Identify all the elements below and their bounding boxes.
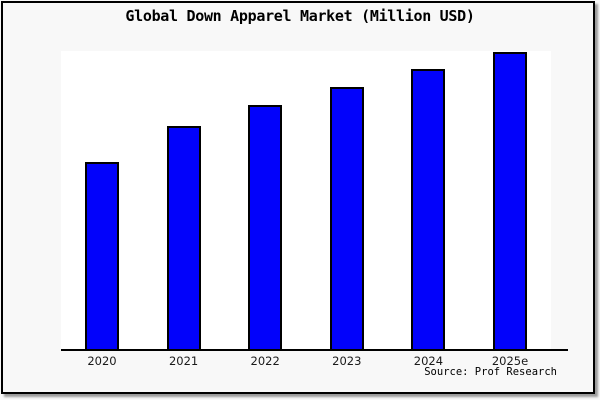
x-axis-line [61,349,568,351]
bar-2022 [248,105,283,351]
x-tick-label-2023: 2023 [332,354,362,368]
bar-2023 [329,87,364,351]
x-tick-label-2022: 2022 [250,354,280,368]
plot-area [61,51,551,351]
bar-2024 [411,69,446,351]
bar-2020 [85,162,119,351]
x-tick-label-2020: 2020 [87,354,117,368]
source-note: Source: Prof Research [424,366,557,378]
x-tick-label-2021: 2021 [168,354,199,368]
bar-2025e [493,52,527,351]
bar-2021 [166,126,201,351]
chart-title: Global Down Apparel Market (Million USD) [125,7,475,25]
x-tick-label-2024: 2024 [413,354,444,368]
x-axis-labels: 2020 2021 2022 2023 2024 2025e [0,354,600,370]
x-tick-label-2025e: 2025e [491,354,529,368]
